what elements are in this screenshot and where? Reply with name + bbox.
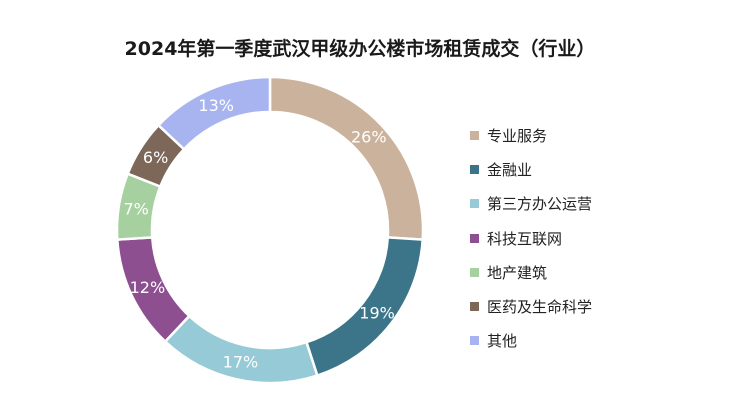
legend-label: 第三方办公运营: [487, 195, 593, 214]
legend-swatch: [470, 130, 479, 140]
legend-item-4: 科技互联网: [470, 221, 592, 255]
legend-swatch: [470, 336, 479, 346]
legend-label: 金融业: [487, 160, 533, 179]
chart-legend: 专业服务金融业第三方办公运营 科技互联网地产建筑医药及生命科学 其他: [470, 118, 592, 358]
slice-value-label-7: 13%: [198, 96, 234, 115]
legend-item-6: 医药及生命科学: [470, 289, 592, 323]
legend-item-5: 地产建筑: [470, 255, 592, 289]
slice-value-label-4: 12%: [130, 278, 166, 297]
legend-swatch: [470, 164, 479, 174]
legend-label: 其他: [487, 332, 518, 351]
legend-swatch: [470, 199, 479, 209]
legend-label: 科技互联网: [487, 229, 563, 248]
slice-value-label-3: 17%: [223, 353, 259, 372]
legend-item-7: 其他: [470, 324, 592, 358]
legend-item-3: 第三方办公运营: [470, 187, 592, 221]
donut-slice-1: [268, 75, 425, 241]
legend-swatch: [470, 267, 479, 277]
legend-item-2: 金融业: [470, 152, 592, 186]
slice-value-label-6: 6%: [143, 148, 168, 167]
legend-label: 地产建筑: [487, 263, 548, 282]
donut-slice-7: [156, 75, 272, 151]
legend-label: 专业服务: [487, 126, 548, 145]
slice-value-label-1: 26%: [351, 128, 387, 147]
slice-value-label-5: 7%: [123, 199, 148, 218]
legend-item-1: 专业服务: [470, 118, 592, 152]
chart-title: 2024年第一季度武汉甲级办公楼市场租赁成交（行业）: [124, 38, 596, 60]
legend-label: 医药及生命科学: [487, 298, 593, 317]
slice-value-label-2: 19%: [359, 304, 395, 323]
legend-swatch: [470, 302, 479, 312]
legend-swatch: [470, 233, 479, 243]
donut-chart: 26% 19% 17% 12% 7% 6% 13%: [115, 75, 425, 385]
donut-slice-3: [163, 314, 319, 385]
